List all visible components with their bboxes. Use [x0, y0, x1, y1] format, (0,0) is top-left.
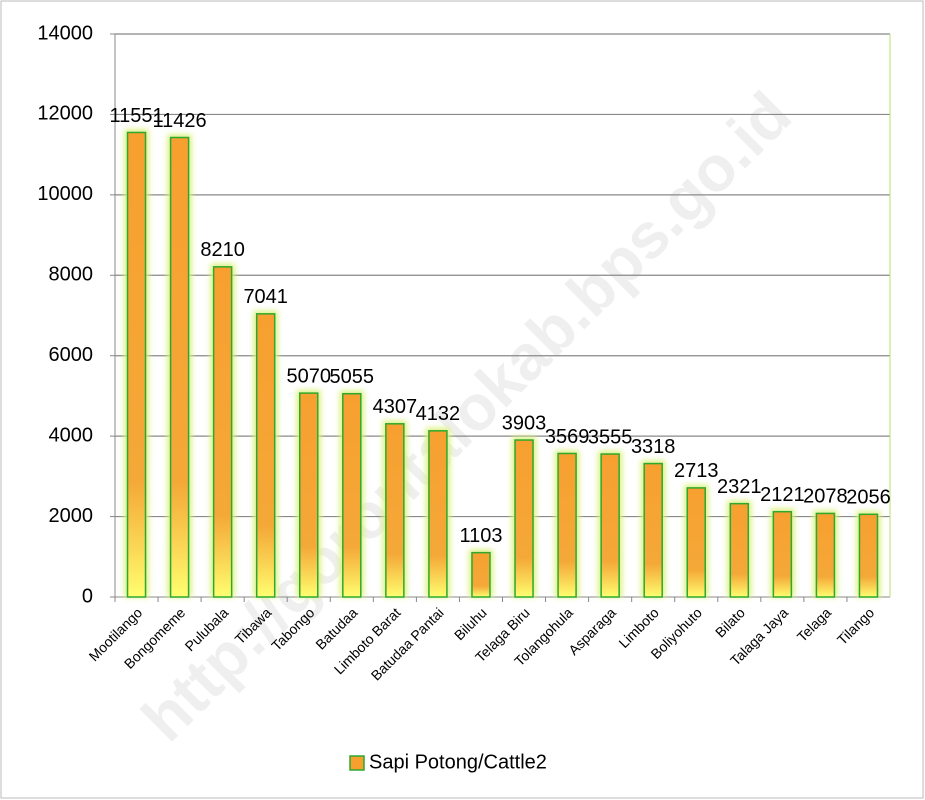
bar	[212, 266, 233, 598]
bar	[858, 513, 879, 598]
bar	[514, 439, 534, 598]
bar	[557, 452, 577, 598]
bar	[126, 131, 147, 598]
bar	[255, 313, 276, 598]
data-label: 2713	[674, 460, 719, 482]
bar	[729, 502, 750, 598]
legend-label: Sapi Potong/Cattle2	[369, 751, 547, 773]
data-label: 7041	[243, 286, 288, 308]
bar	[342, 392, 362, 598]
data-label: 5055	[330, 366, 375, 388]
y-tick-label: 4000	[49, 424, 94, 446]
data-label: 3555	[588, 426, 633, 448]
data-label: 4132	[416, 403, 461, 425]
data-label: 2078	[803, 486, 848, 508]
data-label: 2121	[760, 484, 805, 506]
data-label: 2056	[846, 487, 891, 509]
y-tick-label: 2000	[49, 505, 94, 527]
bar	[169, 136, 190, 598]
data-label: 3903	[502, 412, 547, 434]
data-label: 3569	[545, 426, 590, 448]
data-label: 8210	[200, 239, 245, 261]
legend-swatch	[349, 755, 365, 771]
data-label: 5070	[287, 365, 332, 387]
data-label: 2321	[717, 476, 762, 498]
bar	[471, 551, 491, 598]
bar	[600, 453, 620, 598]
bar	[815, 512, 836, 598]
bar	[686, 487, 706, 598]
y-tick-label: 8000	[49, 264, 94, 286]
bar	[385, 423, 405, 598]
bar	[772, 510, 793, 598]
y-tick-label: 6000	[49, 344, 94, 366]
y-tick-label: 0	[82, 585, 93, 607]
bar	[299, 392, 319, 598]
data-label: 4307	[373, 396, 418, 418]
bar	[428, 430, 448, 598]
data-label: 11426	[153, 110, 207, 132]
data-label: 11551	[109, 105, 163, 127]
bar	[643, 462, 663, 598]
y-tick-label: 10000	[37, 183, 93, 205]
y-tick-label: 14000	[37, 22, 93, 44]
y-tick-label: 12000	[37, 103, 93, 125]
data-label: 3318	[631, 436, 676, 458]
data-label: 1103	[459, 525, 502, 547]
